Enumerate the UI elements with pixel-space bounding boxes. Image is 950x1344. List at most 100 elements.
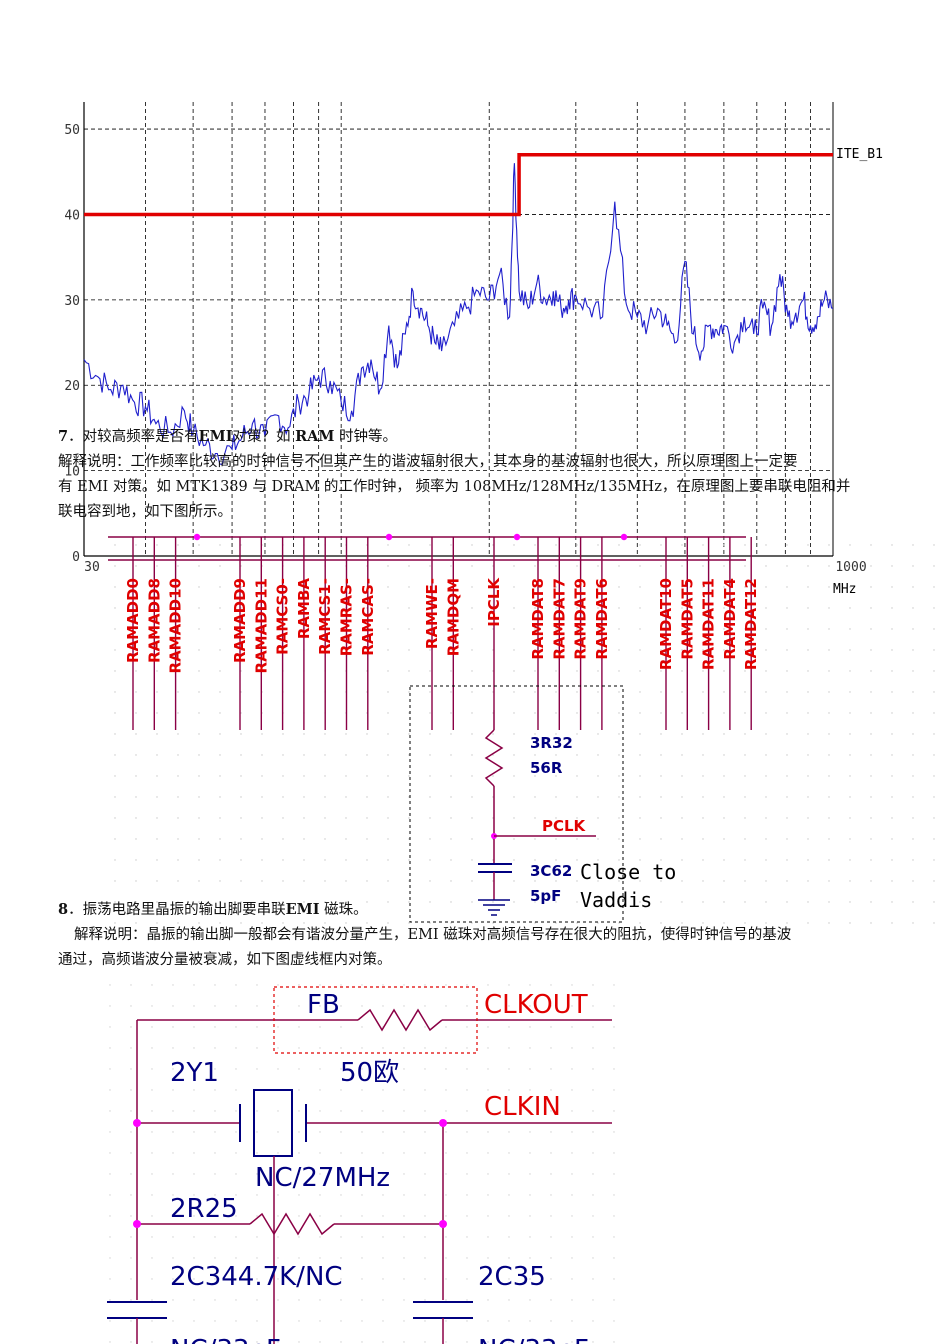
ram-clock-schematic: RAMADD0 RAMADD8 RAMADD10 RAMADD9 RAMADD11 RAM… [108,533,935,924]
resistor-value: 56R [530,759,563,777]
grid-dot [912,838,914,840]
grid-dot [172,1047,174,1049]
grid-dot [555,712,557,714]
grid-dot [786,691,788,693]
grid-dot [340,1152,342,1154]
grid-dot [550,1110,552,1112]
grid-dot [340,1236,342,1238]
grid-dot [487,1257,489,1259]
grid-dot [933,796,935,798]
grid-dot [408,817,410,819]
grid-dot [303,754,305,756]
grid-dot [408,586,410,588]
grid-dot [198,775,200,777]
grid-dot [193,1299,195,1301]
grid-dot [177,859,179,861]
grid-dot [870,796,872,798]
emission-trace [83,163,834,466]
grid-dot [492,901,494,903]
grid-dot [277,1278,279,1280]
grid-dot [933,586,935,588]
grid-dot [429,922,431,924]
grid-dot [387,859,389,861]
grid-dot [723,922,725,924]
grid-dot [487,1089,489,1091]
grid-dot [235,1341,237,1343]
grid-dot [571,1215,573,1217]
clkout-net-label: CLKOUT [484,990,588,1020]
grid-dot [576,817,578,819]
grid-dot [324,838,326,840]
grid-dot [429,586,431,588]
grid-dot [324,922,326,924]
grid-dot [933,565,935,567]
grid-dot [487,1131,489,1133]
grid-dot [912,922,914,924]
grid-dot [214,1194,216,1196]
grid-dot [933,838,935,840]
grid-dot [471,859,473,861]
grid-dot [156,733,158,735]
grid-dot [109,1173,111,1175]
grid-dot [597,712,599,714]
grid-dot [261,880,263,882]
grid-dot [256,1152,258,1154]
grid-dot [744,649,746,651]
grid-dot [702,649,704,651]
grid-dot [130,984,132,986]
grid-dot [765,628,767,630]
grid-dot [193,1278,195,1280]
grid-dot [429,838,431,840]
grid-dot [849,922,851,924]
grid-dot [361,1110,363,1112]
grid-dot [387,775,389,777]
grid-dot [387,754,389,756]
grid-dot [613,1089,615,1091]
grid-dot [298,1320,300,1322]
grid-dot [135,670,137,672]
bus-drop-lines [132,537,752,730]
bus-signal-label: RAMBA [295,578,313,640]
grid-dot [214,1215,216,1217]
grid-dot [340,1299,342,1301]
grid-dot [282,859,284,861]
grid-dot [240,754,242,756]
grid-dot [597,796,599,798]
y-tick-label: 0 [72,550,80,565]
grid-dot [298,1194,300,1196]
grid-dot [156,691,158,693]
grid-dot [466,1215,468,1217]
crystal-symbol [253,1089,293,1157]
grid-dot [303,775,305,777]
grid-dot [135,712,137,714]
grid-dot [114,607,116,609]
grid-dot [429,796,431,798]
grid-dot [214,1257,216,1259]
grid-dot [193,1215,195,1217]
grid-dot [114,838,116,840]
grid-dot [424,1257,426,1259]
grid-dot [912,754,914,756]
grid-dot [550,1089,552,1091]
grid-dot [786,880,788,882]
grid-dot [744,796,746,798]
grid-dot [114,565,116,567]
grid-dot [529,1215,531,1217]
grid-dot [529,1257,531,1259]
grid-dot [534,565,536,567]
grid-dot [429,754,431,756]
grid-dot [466,1341,468,1343]
grid-dot [870,922,872,924]
grid-dot [429,733,431,735]
grid-dot [219,838,221,840]
grid-dot [424,1194,426,1196]
grid-dot [508,1152,510,1154]
grid-dot [151,1215,153,1217]
junction-dot [133,1220,141,1228]
grid-dot [786,628,788,630]
grid-dot [151,1131,153,1133]
grid-dot [172,1152,174,1154]
grid-dot [408,544,410,546]
grid-dot [172,1194,174,1196]
grid-dot [681,628,683,630]
